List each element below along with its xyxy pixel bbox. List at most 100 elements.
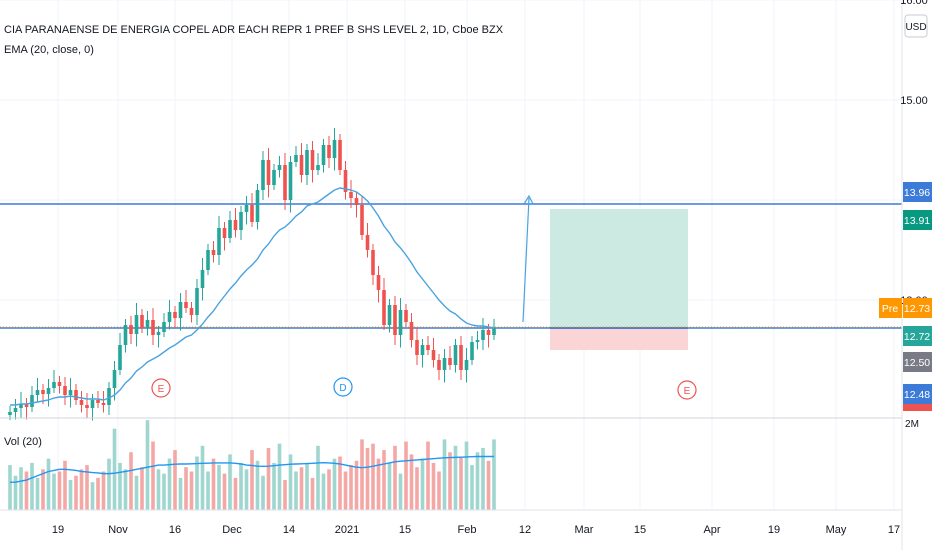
volume-bar <box>19 467 23 510</box>
time-tick-label: 15 <box>399 524 411 536</box>
volume-bar <box>74 475 78 510</box>
volume-bar <box>393 445 397 510</box>
candle-body <box>184 302 188 308</box>
candle-body <box>272 170 276 185</box>
volume-bar <box>195 456 199 510</box>
volume-bar <box>299 467 304 510</box>
volume-bar <box>382 450 386 510</box>
volume-bar <box>310 477 315 510</box>
price-badge-label: 12.48 <box>904 389 930 401</box>
time-tick-label: 19 <box>52 524 64 536</box>
candle-body <box>206 250 210 270</box>
time-tick-label: 2021 <box>335 524 359 536</box>
price-badge-bg <box>903 298 932 318</box>
volume-bar <box>63 460 67 510</box>
candle-body <box>68 390 73 395</box>
volume-bar <box>41 469 45 510</box>
candle-series <box>8 128 496 421</box>
position-tool[interactable] <box>550 209 688 350</box>
time-tick-label: 17 <box>888 524 900 536</box>
candle-body <box>299 155 304 175</box>
volume-legend: Vol (20) <box>4 436 42 448</box>
candle-body <box>140 315 144 328</box>
candle-body <box>354 198 359 205</box>
volume-bar <box>349 465 353 510</box>
candle-body <box>255 190 260 222</box>
volume-bar <box>118 462 122 510</box>
candle-body <box>173 312 177 318</box>
volume-bar <box>486 460 491 510</box>
price-badge-label: 12.72 <box>904 331 930 343</box>
volume-bar <box>250 450 254 510</box>
candle-body <box>24 404 29 407</box>
volume-bar <box>233 477 238 510</box>
volume-bar <box>211 458 216 510</box>
level-lines[interactable] <box>0 203 902 329</box>
volume-bar <box>96 477 100 510</box>
candle-body <box>195 288 199 315</box>
candle-body <box>321 145 326 165</box>
candle-body <box>211 250 216 255</box>
volume-bar <box>371 443 375 510</box>
volume-bar <box>68 480 73 510</box>
volume-bar <box>129 452 133 510</box>
price-badge-bg <box>903 326 932 346</box>
candle-body <box>261 160 265 190</box>
time-tick-label: Feb <box>458 524 477 536</box>
volume-bar <box>184 467 188 510</box>
candle-body <box>398 310 403 335</box>
projection-arrow-line <box>522 197 530 323</box>
candle-body <box>371 250 375 275</box>
volume-bar <box>162 473 166 510</box>
volume-bar <box>112 428 117 510</box>
candle-body <box>327 145 331 158</box>
candle-body <box>107 388 111 405</box>
volume-bar <box>46 458 51 510</box>
volume-bar <box>140 467 144 510</box>
volume-bar <box>464 441 469 510</box>
volume-bar <box>431 462 436 510</box>
price-badge-label: 12.73 <box>904 303 930 315</box>
volume-bar <box>288 454 293 510</box>
candle-body <box>35 390 40 395</box>
projection-arrow[interactable] <box>522 194 534 323</box>
candle-body <box>431 350 436 360</box>
candle-body <box>96 400 100 403</box>
candle-body <box>453 345 458 365</box>
candle-body <box>167 312 172 322</box>
candle-body <box>409 322 414 340</box>
candle-body <box>74 390 78 400</box>
candle-body <box>217 228 221 255</box>
ema-legend: EMA (20, close, 0) <box>4 44 94 56</box>
candle-body <box>41 390 45 394</box>
volume-bar <box>244 469 249 510</box>
candle-body <box>228 220 232 238</box>
grid <box>0 0 902 510</box>
volume-bar <box>481 447 485 510</box>
time-tick-label: 14 <box>283 524 295 536</box>
volume-bar <box>453 445 458 510</box>
volume-tick-label: 2M <box>905 419 919 430</box>
volume-bar <box>123 469 128 510</box>
pre-market-tag: Pre <box>882 303 899 315</box>
candle-body <box>63 386 67 395</box>
volume-bar <box>151 441 155 510</box>
candle-body <box>239 212 243 230</box>
volume-bar <box>57 471 62 510</box>
volume-bar <box>52 473 56 510</box>
time-tick-label: 12 <box>519 524 531 536</box>
candle-body <box>294 155 298 162</box>
price-tick-label: 15.00 <box>900 95 928 107</box>
time-tick-label: May <box>826 524 847 536</box>
volume-bar <box>409 454 414 510</box>
candle-body <box>486 330 491 335</box>
candle-body <box>244 205 249 212</box>
event-marker-label: D <box>339 383 346 394</box>
candle-body <box>134 315 139 334</box>
time-tick-label: Apr <box>703 524 720 536</box>
volume-bar <box>266 447 271 510</box>
candle-body <box>338 140 342 170</box>
volume-bar <box>470 465 474 510</box>
